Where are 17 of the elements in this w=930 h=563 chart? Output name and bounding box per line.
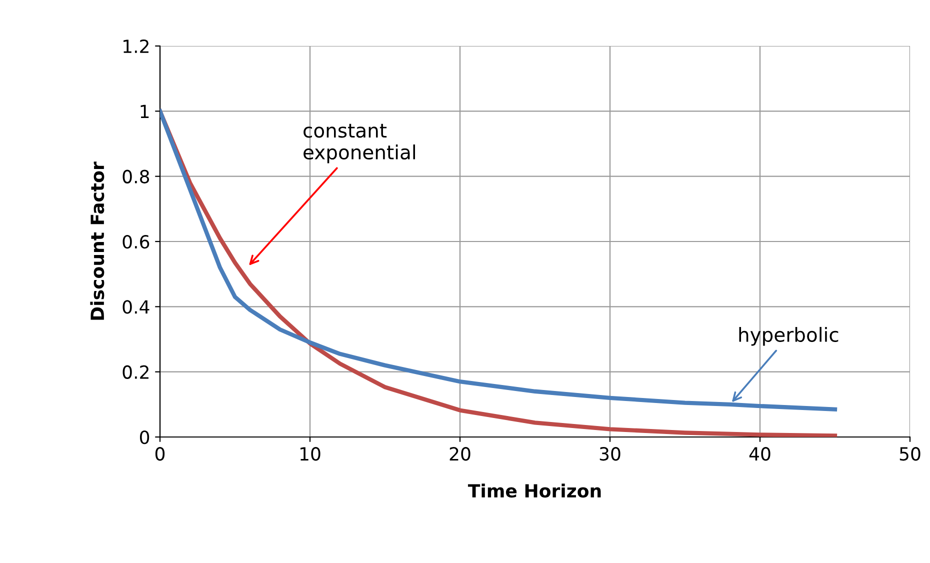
- x-tick-label: 10: [300, 447, 320, 461]
- annotation: hyperbolic: [739, 326, 838, 346]
- y-tick-label: 0.4: [122, 300, 150, 314]
- x-tick-label: 40: [749, 447, 770, 461]
- x-tick-label: 50: [900, 447, 920, 461]
- y-tick-label: 1.2: [124, 39, 148, 53]
- y-tick-label: 0: [140, 430, 150, 444]
- y-tick-label: 0.6: [122, 234, 150, 249]
- x-tick-label: 30: [600, 447, 620, 461]
- y-tick-label: 1: [140, 104, 149, 118]
- y-tick-label: 0.8: [122, 170, 150, 184]
- y-tick-label: 0.2: [122, 365, 148, 379]
- y-axis-title: Discount Factor: [90, 162, 104, 320]
- x-tick-label: 0: [155, 447, 165, 461]
- x-axis-title: Time Horizon: [468, 484, 601, 498]
- x-tick-label: 20: [450, 447, 470, 461]
- annotation: constant exponential: [304, 124, 415, 164]
